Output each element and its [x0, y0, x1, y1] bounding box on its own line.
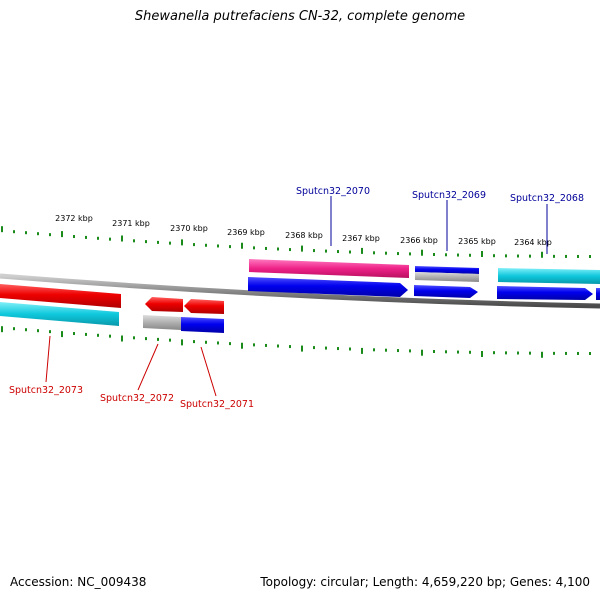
gene-2072-gray-bar[interactable]: [143, 315, 181, 330]
inner-tick-ruler: [1, 326, 591, 358]
gene-label-2071[interactable]: Sputcn32_2071: [180, 399, 254, 410]
ruler-label: 2372 kbp: [55, 214, 93, 223]
gene-next-arrow[interactable]: [596, 288, 600, 300]
gene-label-2070[interactable]: Sputcn32_2070: [296, 186, 370, 197]
gene-labels[interactable]: Sputcn32_2070 Sputcn32_2069 Sputcn32_206…: [9, 186, 584, 410]
ruler-label: 2368 kbp: [285, 231, 323, 240]
ruler-label: 2369 kbp: [227, 228, 265, 237]
leader-line-2072: [137, 343, 159, 391]
gene-label-2068[interactable]: Sputcn32_2068: [510, 193, 584, 204]
ruler-label: 2370 kbp: [170, 224, 208, 233]
ruler-label: 2365 kbp: [458, 237, 496, 246]
ruler-label: 2367 kbp: [342, 234, 380, 243]
accession-text: Accession: NC_009438: [10, 575, 147, 589]
gene-label-2073[interactable]: Sputcn32_2073: [9, 385, 83, 396]
gene-bar-2068-cyan[interactable]: [498, 268, 600, 284]
gene-2073-cyan-bar[interactable]: [0, 302, 119, 326]
gene-2073-arrow[interactable]: [0, 284, 121, 308]
genome-summary-text: Topology: circular; Length: 4,659,220 bp…: [260, 575, 590, 589]
gene-2070-arrow[interactable]: [248, 277, 408, 297]
ruler-label: 2366 kbp: [400, 236, 438, 245]
genome-backbone: [0, 273, 600, 309]
gene-2071-arrow[interactable]: [184, 299, 224, 314]
forward-strand-features[interactable]: [249, 259, 600, 284]
gene-2072-arrow[interactable]: [145, 297, 183, 312]
ruler-labels: 2372 kbp 2371 kbp 2370 kbp 2369 kbp 2368…: [55, 214, 552, 247]
gene-bar-2069-blue[interactable]: [415, 266, 479, 274]
leader-line-2071: [200, 346, 217, 397]
map-title: Shewanella putrefaciens CN-32, complete …: [134, 9, 466, 24]
gene-2069-arrow[interactable]: [414, 285, 478, 298]
outer-tick-ruler: [1, 226, 591, 258]
leader-line-2073: [45, 335, 51, 383]
ruler-label: 2371 kbp: [112, 219, 150, 228]
gene-label-2072[interactable]: Sputcn32_2072: [100, 393, 174, 404]
gene-2068-arrow[interactable]: [497, 286, 593, 300]
gene-bar-2070-pink[interactable]: [249, 259, 409, 278]
gene-2071-blue-bar[interactable]: [181, 317, 224, 333]
label-leaders: [45, 196, 548, 397]
gene-label-2069[interactable]: Sputcn32_2069: [412, 190, 486, 201]
gene-features[interactable]: [0, 277, 600, 333]
gene-bar-2069-gray[interactable]: [415, 272, 479, 282]
ruler-label: 2364 kbp: [514, 238, 552, 247]
